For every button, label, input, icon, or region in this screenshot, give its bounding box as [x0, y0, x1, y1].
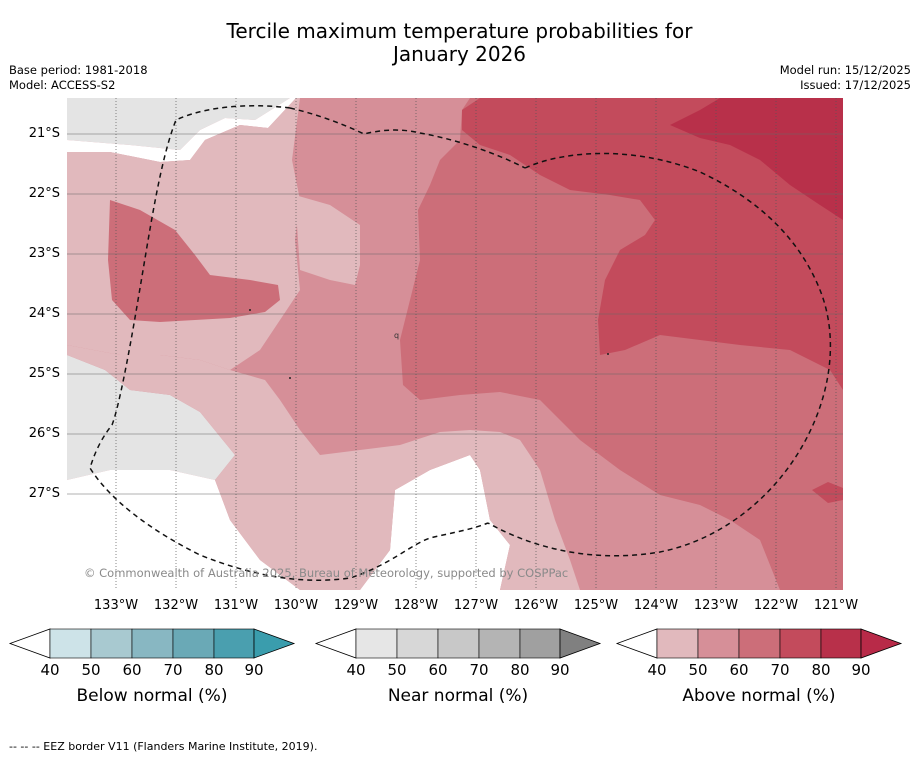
colorbar-near-tick: 90 [550, 661, 570, 679]
colorbar-above-tick: 50 [688, 661, 708, 679]
colorbar-near-max-arrow [559, 628, 602, 659]
colorbar-above-tick: 40 [647, 661, 667, 679]
lat-tick-label: 24°S [28, 306, 60, 321]
probability-field: q [67, 98, 843, 590]
model-run-text: Model run: 15/12/2025 [779, 63, 911, 77]
colorbar-above-segment [656, 628, 699, 659]
colorbar-below-segment [213, 628, 255, 659]
copyright-notice: © Commonwealth of Australia 2025, Bureau… [84, 566, 569, 580]
colorbar-below-segment [131, 628, 174, 659]
colorbar-above-tick: 60 [729, 661, 749, 679]
colorbar-above-segment [820, 628, 862, 659]
island-dot [249, 309, 251, 311]
lat-tick-label: 26°S [28, 426, 60, 441]
lon-tick-label: 132°W [153, 598, 199, 613]
lat-tick-label: 25°S [28, 366, 60, 381]
map-latitude-lines [67, 133, 843, 495]
eez-border-west [89, 105, 489, 581]
above-80-region [670, 98, 843, 220]
eez-border-circle [487, 152, 832, 557]
lon-tick-label: 125°W [573, 598, 619, 613]
near-normal-region [67, 98, 290, 150]
colorbar-below-tick: 40 [40, 661, 60, 679]
eez-footnote: -- -- -- EEZ border V11 (Flanders Marine… [9, 740, 318, 753]
colorbar-near-segment [437, 628, 480, 659]
colorbar-near-tick: 50 [387, 661, 407, 679]
colorbar-above-label: Above normal (%) [682, 686, 836, 706]
colorbar-near-segment [355, 628, 398, 659]
low-probability-white-north [67, 98, 296, 162]
colorbar-below-segment [49, 628, 92, 659]
lon-tick-label: 124°W [633, 598, 679, 613]
colorbar-near-tick: 80 [510, 661, 530, 679]
island-marker: q [394, 331, 399, 340]
lon-tick-label: 126°W [513, 598, 559, 613]
map-gridlines [115, 98, 837, 590]
colorbar-below-segment [172, 628, 215, 659]
colorbar-below-label: Below normal (%) [76, 686, 228, 706]
colorbar-above-normal [615, 628, 903, 659]
above-60-region-west [108, 200, 280, 322]
lat-tick-label: 27°S [28, 486, 60, 501]
colorbar-above-tick: 70 [770, 661, 790, 679]
lon-tick-label: 130°W [273, 598, 319, 613]
lon-tick-label: 133°W [93, 598, 139, 613]
colorbar-near-segment [478, 628, 521, 659]
low-probability-white-center [360, 455, 510, 590]
colorbar-below-max-arrow [253, 628, 296, 659]
issued-text: Issued: 17/12/2025 [800, 78, 911, 92]
colorbar-above-min-arrow [615, 628, 658, 659]
low-probability-white-south [67, 470, 300, 590]
model-text: Model: ACCESS-S2 [9, 78, 116, 92]
island-dot [607, 353, 609, 355]
colorbar-near-segment [519, 628, 561, 659]
lat-tick-label: 23°S [28, 246, 60, 261]
colorbar-below-segment [90, 628, 133, 659]
colorbar-below-normal [8, 628, 296, 659]
base-period-text: Base period: 1981-2018 [9, 63, 148, 77]
map-title-line-2: January 2026 [392, 42, 527, 66]
lon-tick-label: 128°W [393, 598, 439, 613]
above-80-patch-east [812, 482, 843, 503]
colorbar-above-tick: 90 [851, 661, 871, 679]
lon-tick-label: 122°W [753, 598, 799, 613]
lon-tick-label: 123°W [693, 598, 739, 613]
colorbar-above-tick: 80 [811, 661, 831, 679]
colorbar-near-min-arrow [314, 628, 357, 659]
colorbar-below-min-arrow [8, 628, 51, 659]
lat-tick-label: 21°S [28, 126, 60, 141]
near-normal-region-south [67, 355, 235, 480]
colorbar-near-tick: 70 [469, 661, 489, 679]
lat-tick-label: 22°S [28, 186, 60, 201]
colorbar-near-tick: 40 [346, 661, 366, 679]
colorbar-below-tick: 90 [244, 661, 264, 679]
lon-tick-label: 121°W [813, 598, 859, 613]
lon-tick-label: 127°W [453, 598, 499, 613]
colorbar-above-segment [779, 628, 822, 659]
colorbar-near-normal [314, 628, 602, 659]
colorbar-below-tick: 60 [122, 661, 142, 679]
colorbar-above-max-arrow [860, 628, 903, 659]
colorbar-near-tick: 60 [428, 661, 448, 679]
colorbar-above-segment [697, 628, 740, 659]
map-title-line-1: Tercile maximum temperature probabilitie… [226, 19, 693, 43]
above-70-region [462, 98, 843, 590]
eez-border-north [289, 107, 526, 169]
lon-tick-label: 129°W [333, 598, 379, 613]
above-40-region-south [67, 345, 580, 590]
colorbar-below-tick: 80 [204, 661, 224, 679]
colorbar-near-segment [396, 628, 439, 659]
colorbar-below-tick: 50 [81, 661, 101, 679]
lon-tick-label: 131°W [213, 598, 259, 613]
colorbar-below-tick: 70 [163, 661, 183, 679]
colorbar-above-segment [738, 628, 781, 659]
island-dot [289, 377, 291, 379]
above-40-patch-north [295, 195, 360, 285]
colorbar-near-label: Near normal (%) [387, 686, 529, 706]
